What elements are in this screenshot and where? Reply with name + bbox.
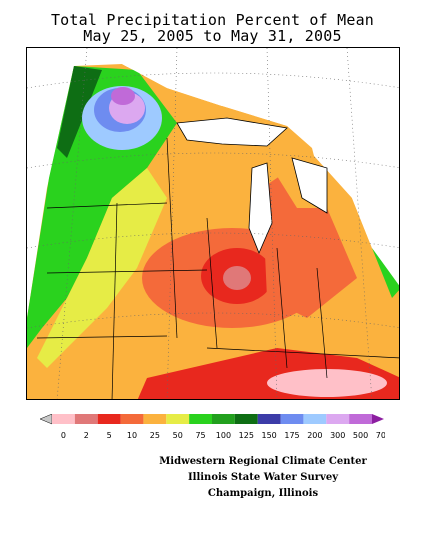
map-title-line2: May 25, 2005 to May 31, 2005 [83,27,342,45]
legend-label: 175 [284,431,299,440]
legend-arrow-left [39,413,53,425]
south-pink [267,369,387,397]
legend-label: 2 [84,431,89,440]
legend-swatch [326,414,350,424]
legend-swatch [303,414,327,424]
legend-swatch [120,414,144,424]
credit-line-2: Illinois State Water Survey [187,472,339,483]
lake-michigan [248,162,273,255]
wet-spot-purple [111,87,135,105]
legend-swatch [280,414,304,424]
legend-swatch [257,414,281,424]
precipitation-map [26,47,400,400]
legend-label: 300 [330,431,345,440]
legend-label: 10 [127,431,137,440]
legend-swatch [143,414,167,424]
legend-label: 200 [307,431,322,440]
credit-line-3: Champaign, Illinois [207,488,319,499]
legend-swatch [166,414,190,424]
legend-label: 25 [150,431,160,440]
legend-label: 150 [262,431,277,440]
dry-east [262,158,357,318]
yellow-band-west [37,168,167,368]
legend-swatch [74,414,98,424]
legend-swatch [234,414,258,424]
lake-superior [176,117,288,147]
dry-pink-center [223,266,251,290]
legend-swatch [349,414,372,424]
legend-label: 700 [376,431,385,440]
legend-swatch [212,414,235,424]
legend-label: 100 [216,431,231,440]
lake-huron [291,157,328,214]
credit-line-1: Midwestern Regional Climate Center [159,456,367,467]
color-legend: 02510255075100125150175200300500700 [39,413,391,444]
map-title-line1: Total Precipitation Percent of Mean [50,11,375,29]
legend-label: 5 [107,431,112,440]
legend-label: 125 [239,431,254,440]
legend-arrow-right [372,414,384,424]
legend-swatch [97,414,121,424]
no-data-north [122,64,399,286]
legend-label: 500 [353,431,368,440]
legend-swatch [189,414,212,424]
green-east [372,248,399,298]
dark-green-north [57,66,102,158]
legend-label: 50 [173,431,183,440]
legend-swatch [52,414,75,424]
legend-label: 0 [61,431,66,440]
legend-label: 75 [195,431,205,440]
